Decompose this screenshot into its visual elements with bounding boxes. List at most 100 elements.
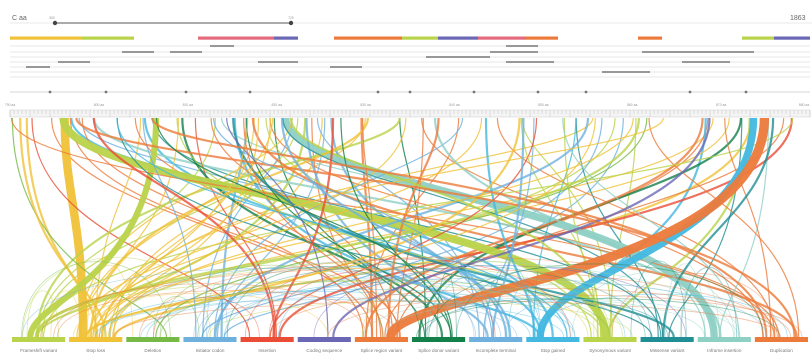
category-link	[630, 260, 687, 338]
variant-ribbon	[86, 117, 596, 338]
category-bar[interactable]	[412, 337, 466, 342]
variant-ribbon	[536, 117, 758, 338]
nav-node[interactable]	[184, 90, 188, 94]
category-link	[679, 277, 720, 338]
category-bar[interactable]	[240, 337, 294, 342]
feature-segment[interactable]	[438, 36, 478, 40]
nav-node[interactable]	[48, 90, 52, 94]
category-link	[426, 273, 542, 338]
variant-ribbon	[75, 117, 796, 338]
feature-segment[interactable]	[274, 36, 298, 40]
feature-segment[interactable]	[402, 36, 438, 40]
category-link	[50, 290, 82, 338]
feature-segment[interactable]	[10, 36, 82, 40]
category-label: Initiator codon	[196, 348, 225, 353]
variant-ribbon	[112, 117, 634, 338]
category-link	[680, 266, 737, 338]
category-bar[interactable]	[126, 337, 180, 342]
category-link	[113, 300, 782, 338]
category-link	[94, 299, 565, 338]
category-bar[interactable]	[69, 337, 123, 342]
feature-segment[interactable]	[198, 36, 274, 40]
variant-ribbon	[25, 117, 99, 338]
category-bar[interactable]	[583, 337, 637, 342]
nav-node[interactable]	[248, 90, 252, 94]
category-bar[interactable]	[754, 337, 808, 342]
nav-node[interactable]	[584, 90, 588, 94]
feature-segment[interactable]	[82, 36, 134, 40]
variant-ribbon	[36, 117, 307, 338]
category-bar[interactable]	[697, 337, 751, 342]
category-bar[interactable]	[469, 337, 523, 342]
variant-ribbon	[34, 117, 640, 338]
category-link	[53, 283, 367, 338]
variant-ribbon	[151, 117, 768, 338]
category-label: Stop gained	[541, 348, 566, 353]
category-bar[interactable]	[297, 337, 351, 342]
category-link	[146, 288, 576, 338]
length-label: 1863	[790, 15, 806, 22]
axis-tick-label: 800 aa	[94, 103, 104, 107]
nav-node[interactable]	[104, 90, 108, 94]
feature-segment[interactable]	[742, 36, 774, 40]
variant-ribbon	[251, 117, 798, 338]
variant-ribbon	[31, 117, 251, 338]
variant-ribbon	[116, 117, 568, 338]
category-link	[484, 264, 534, 338]
variant-ribbon	[201, 117, 603, 338]
variant-ribbon	[386, 117, 770, 339]
category-bar[interactable]	[354, 337, 408, 342]
nav-node[interactable]	[408, 90, 412, 94]
marker-a-label: 360	[49, 16, 55, 20]
variant-ribbon	[433, 117, 716, 338]
category-link	[426, 283, 741, 338]
category-link	[37, 280, 599, 338]
category-bar[interactable]	[12, 337, 66, 342]
feature-segment[interactable]	[638, 36, 662, 40]
category-label: Stop loss	[86, 348, 106, 353]
nav-node[interactable]	[688, 90, 692, 94]
exon-block	[170, 51, 202, 53]
nav-node[interactable]	[744, 90, 748, 94]
axis-tick-label: 860 aa	[627, 103, 637, 107]
variant-ribbon	[719, 117, 769, 338]
axis-tick-label: 840 aa	[449, 103, 459, 107]
category-link	[268, 269, 496, 338]
variant-ribbon	[332, 117, 711, 338]
feature-segment[interactable]	[334, 36, 402, 40]
category-link	[206, 284, 228, 338]
feature-segment[interactable]	[478, 36, 526, 40]
exon-block	[330, 66, 362, 68]
selection-handle-start[interactable]	[52, 20, 58, 26]
variant-ribbon	[10, 117, 775, 338]
variant-ribbon	[648, 117, 800, 338]
variant-ribbon	[60, 117, 88, 338]
category-link	[22, 257, 211, 338]
variant-ribbon	[76, 117, 407, 338]
variant-ribbon	[69, 117, 401, 338]
category-link	[208, 300, 633, 338]
category-bar[interactable]	[640, 337, 694, 342]
exon-block	[682, 61, 730, 63]
category-bar[interactable]	[526, 337, 580, 342]
feature-segment[interactable]	[526, 36, 558, 40]
variant-ribbon	[92, 117, 260, 338]
feature-segment[interactable]	[774, 36, 810, 40]
category-bar[interactable]	[183, 337, 237, 342]
variant-ribbon	[384, 117, 709, 338]
variant-ribbon	[491, 117, 525, 338]
variant-ribbon	[101, 117, 664, 338]
category-label: Inframe insertion	[707, 348, 742, 353]
selection-bar[interactable]	[10, 20, 812, 26]
nav-node[interactable]	[472, 90, 476, 94]
variant-ribbon	[108, 117, 323, 338]
navigation-bar[interactable]	[10, 90, 810, 94]
category-label: Deletion	[144, 348, 161, 353]
variant-ribbon	[213, 117, 495, 338]
nav-node[interactable]	[376, 90, 380, 94]
nav-node[interactable]	[536, 90, 540, 94]
selection-handle-end[interactable]	[288, 20, 294, 26]
variant-ribbon	[421, 117, 764, 338]
category-link	[361, 261, 611, 338]
exon-block	[642, 51, 754, 53]
